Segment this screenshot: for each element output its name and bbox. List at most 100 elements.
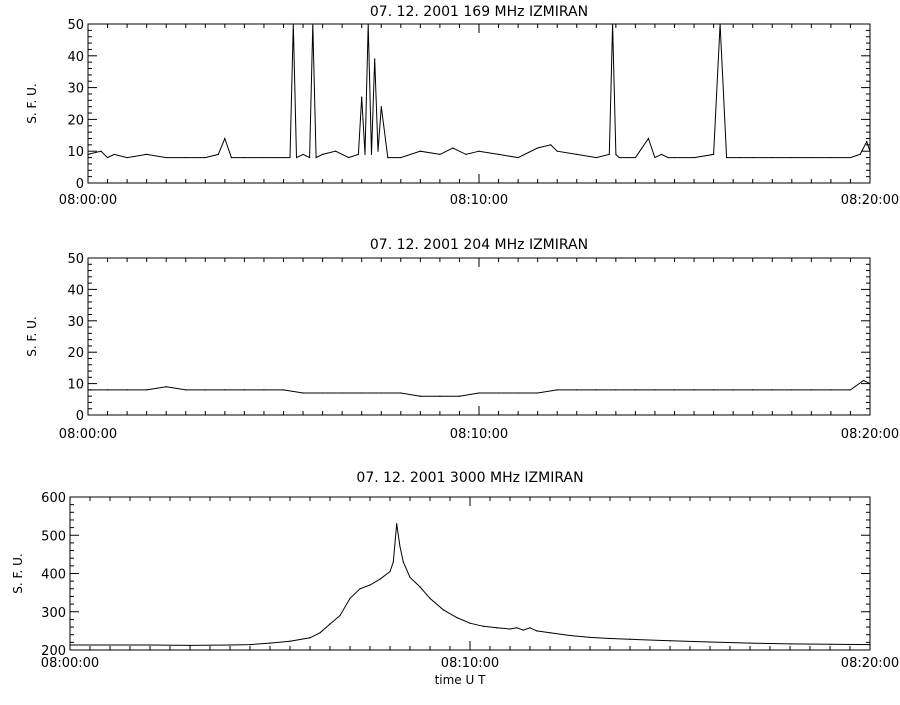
data-point — [496, 627, 498, 629]
data-point — [608, 153, 610, 155]
x-tick-label: 08:00:00 — [59, 427, 117, 442]
plot-frame — [69, 496, 871, 651]
data-point — [335, 150, 337, 152]
data-point — [379, 578, 381, 580]
series-line — [87, 23, 871, 159]
data-point — [341, 392, 343, 394]
data-point — [204, 389, 206, 391]
data-point — [289, 156, 291, 159]
y-axis-label: S. F. U. — [25, 83, 39, 123]
data-point — [419, 586, 421, 588]
data-point — [165, 156, 167, 159]
data-point — [869, 150, 871, 152]
data-point — [669, 640, 671, 642]
data-point — [660, 153, 663, 155]
data-point — [550, 144, 552, 146]
data-point — [569, 634, 571, 637]
y-tick-label: 50 — [67, 252, 84, 267]
plot-frame — [87, 257, 871, 416]
x-tick-label: 08:00:00 — [59, 193, 117, 208]
data-point — [263, 389, 265, 391]
data-point — [224, 137, 226, 140]
data-point — [517, 156, 519, 159]
data-point — [537, 147, 539, 149]
data-point — [106, 156, 109, 159]
data-point — [392, 561, 394, 563]
data-point — [377, 150, 379, 152]
data-point — [810, 156, 812, 159]
data-point — [367, 23, 369, 25]
data-point — [357, 153, 360, 155]
data-point — [380, 106, 382, 108]
data-point — [292, 23, 294, 25]
data-point — [282, 156, 285, 159]
plot-frame — [87, 23, 871, 184]
data-point — [629, 638, 631, 640]
data-point — [185, 389, 187, 391]
data-point — [302, 392, 304, 394]
data-point — [146, 389, 148, 391]
data-point — [536, 630, 538, 632]
data-point — [322, 392, 324, 394]
data-point — [302, 153, 304, 155]
data-point — [402, 561, 404, 563]
data-point — [458, 395, 461, 397]
data-point — [829, 643, 831, 645]
data-point — [282, 389, 285, 391]
data-point — [361, 96, 363, 98]
data-point — [309, 637, 311, 639]
data-point — [478, 392, 480, 394]
data-point — [752, 156, 754, 159]
x-tick-label: 08:00:00 — [41, 656, 99, 671]
data-point — [230, 156, 232, 159]
data-point — [452, 147, 454, 149]
data-point — [276, 156, 278, 159]
data-point — [618, 156, 620, 159]
data-point — [615, 153, 617, 155]
y-tick-label: 40 — [67, 283, 84, 298]
data-point — [393, 156, 395, 159]
chart-title: 07. 12. 2001 204 MHz IZMIRAN — [370, 237, 588, 253]
data-point — [667, 156, 669, 159]
data-point — [465, 153, 467, 155]
y-tick-label: 200 — [41, 644, 66, 659]
data-point — [387, 156, 389, 159]
data-point — [609, 637, 611, 640]
data-point — [204, 156, 206, 159]
data-point — [109, 644, 111, 646]
data-point — [647, 137, 650, 140]
y-tick-label: 10 — [67, 378, 84, 393]
x-tick-label: 08:10:00 — [441, 656, 499, 671]
data-point — [380, 392, 382, 394]
data-point — [249, 644, 251, 646]
data-point — [634, 156, 637, 159]
data-point — [576, 389, 578, 391]
chart-panel-3: 07. 12. 2001 3000 MHz IZMIRAN S. F. U. 200… — [11, 470, 899, 687]
data-point — [771, 156, 773, 159]
x-tick-label: 08:20:00 — [841, 427, 899, 442]
data-point — [113, 153, 115, 155]
data-point — [595, 389, 597, 391]
data-point — [726, 156, 728, 159]
data-point — [439, 395, 441, 397]
data-point — [497, 392, 500, 394]
data-point — [295, 156, 298, 159]
data-point — [634, 389, 637, 391]
x-tick-label: 08:10:00 — [450, 193, 508, 208]
data-point — [556, 150, 558, 152]
data-point — [709, 641, 711, 643]
y-tick-label: 500 — [41, 529, 66, 544]
data-point — [516, 627, 518, 629]
data-point — [149, 644, 151, 646]
data-point — [537, 392, 539, 394]
y-tick-label: 40 — [67, 50, 84, 65]
data-point — [409, 576, 411, 578]
data-point — [549, 632, 551, 634]
y-tick-label: 400 — [41, 568, 66, 583]
y-tick-label: 0 — [76, 177, 84, 192]
x-tick-label: 08:20:00 — [841, 193, 899, 208]
data-point — [469, 622, 471, 624]
data-point — [349, 597, 351, 599]
